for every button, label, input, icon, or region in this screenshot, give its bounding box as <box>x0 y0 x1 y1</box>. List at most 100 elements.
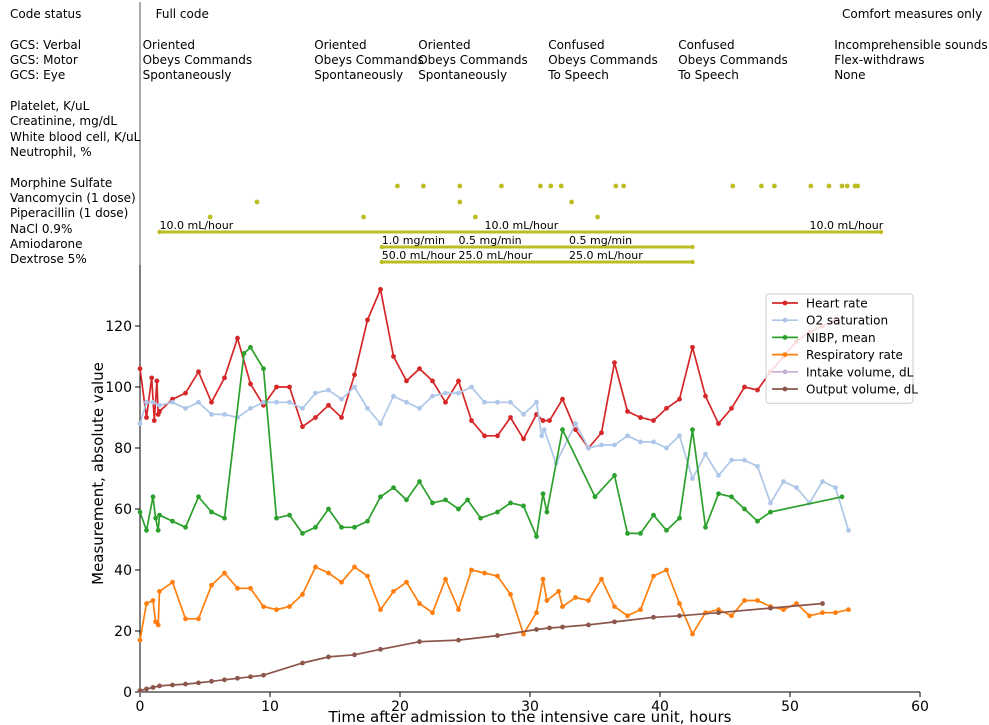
lab-row-label: Neutrophil, % <box>10 145 92 159</box>
infusion-rate-label: 10.0 mL/hour <box>160 219 234 232</box>
data-point <box>482 399 487 405</box>
data-point <box>170 399 175 405</box>
data-point <box>742 384 747 390</box>
data-point <box>248 405 253 411</box>
data-point <box>144 415 149 420</box>
data-point <box>638 415 643 420</box>
medication-dose-marker <box>395 183 400 189</box>
infusion-rate-label: 25.0 mL/hour <box>459 249 533 262</box>
legend-entry: Heart rate <box>772 297 868 311</box>
medication-label: Morphine Sulfate <box>10 176 112 190</box>
data-point <box>540 576 546 582</box>
data-point <box>625 613 630 619</box>
data-point <box>456 637 461 643</box>
infusion-rate-label: 1.0 mg/min <box>382 234 445 247</box>
data-point <box>339 396 344 402</box>
legend-swatch-marker <box>782 300 788 306</box>
gcs-motor-value: Flex-withdraws <box>834 53 924 67</box>
data-point <box>556 588 561 594</box>
data-point <box>137 637 143 643</box>
data-point <box>586 445 591 451</box>
data-point <box>417 405 422 411</box>
data-point <box>755 598 760 603</box>
data-point <box>248 344 253 350</box>
y-tick-label: 100 <box>105 380 132 396</box>
data-point <box>149 375 155 381</box>
legend-entry: Output volume, dL <box>772 383 918 397</box>
data-point <box>807 613 812 619</box>
data-point <box>521 436 526 442</box>
data-point <box>352 372 357 378</box>
series-line <box>139 286 836 450</box>
data-point <box>768 500 773 506</box>
data-point <box>521 503 526 509</box>
data-point <box>378 287 383 292</box>
data-point <box>729 613 734 619</box>
data-point <box>690 344 695 350</box>
y-tick-label: 60 <box>114 502 132 518</box>
medication-dose-marker <box>548 183 554 189</box>
data-point <box>235 675 240 681</box>
data-point <box>352 384 357 390</box>
data-point <box>690 476 695 481</box>
data-point <box>839 494 845 500</box>
data-point <box>534 627 539 632</box>
data-point <box>729 494 734 500</box>
medication-dose-marker <box>730 183 736 189</box>
data-point <box>820 601 825 606</box>
data-point <box>465 497 470 503</box>
data-point <box>339 579 344 585</box>
data-point <box>157 402 162 408</box>
data-point <box>540 491 546 497</box>
data-point <box>664 527 669 533</box>
medication-dose-marker <box>457 183 463 189</box>
data-point <box>157 683 162 689</box>
data-point <box>404 579 409 585</box>
x-tick-label: 0 <box>136 699 145 715</box>
data-point <box>235 335 240 341</box>
data-point <box>482 433 487 439</box>
y-tick-label: 0 <box>123 685 132 701</box>
data-point <box>326 654 331 660</box>
medication-label: NaCl 0.9% <box>10 222 72 236</box>
data-point <box>183 390 188 396</box>
data-point <box>144 601 149 606</box>
code-status-entry: Comfort measures only <box>842 7 982 21</box>
y-tick-label: 40 <box>114 563 132 579</box>
data-point <box>508 415 513 420</box>
data-point <box>183 405 188 411</box>
data-point <box>664 567 669 573</box>
y-tick-label: 80 <box>114 441 132 457</box>
data-point <box>137 366 143 372</box>
data-point <box>703 524 708 530</box>
gcs-row-label: GCS: Motor <box>10 53 78 67</box>
data-point <box>222 677 227 683</box>
medication-dose-marker <box>621 183 626 189</box>
data-point <box>521 631 526 637</box>
series-respiratory-rate <box>137 564 851 643</box>
data-point <box>391 354 396 359</box>
infusion-rate-label: 50.0 mL/hour <box>382 249 456 262</box>
legend-label: NIBP, mean <box>806 331 876 345</box>
data-point <box>209 412 214 417</box>
data-point <box>196 494 201 500</box>
medication-dose-marker <box>839 183 845 189</box>
data-point <box>651 614 656 620</box>
clinical-annotations: Code status Full code Comfort measures onl… <box>10 2 988 266</box>
medication-dose-marker <box>613 183 619 189</box>
legend-entry: Respiratory rate <box>772 348 903 362</box>
data-point <box>150 494 156 500</box>
data-point <box>599 430 604 436</box>
data-point <box>365 573 370 579</box>
data-point <box>443 497 448 503</box>
data-point <box>155 622 161 628</box>
data-point <box>469 567 474 573</box>
medication-dose-marker <box>844 183 850 189</box>
medication-label: Vancomycin (1 dose) <box>10 191 136 205</box>
data-point <box>153 515 159 521</box>
lab-row-label: Platelet, K/uL <box>10 99 90 113</box>
data-point <box>820 479 825 484</box>
data-point <box>534 610 539 616</box>
data-point <box>137 509 143 515</box>
